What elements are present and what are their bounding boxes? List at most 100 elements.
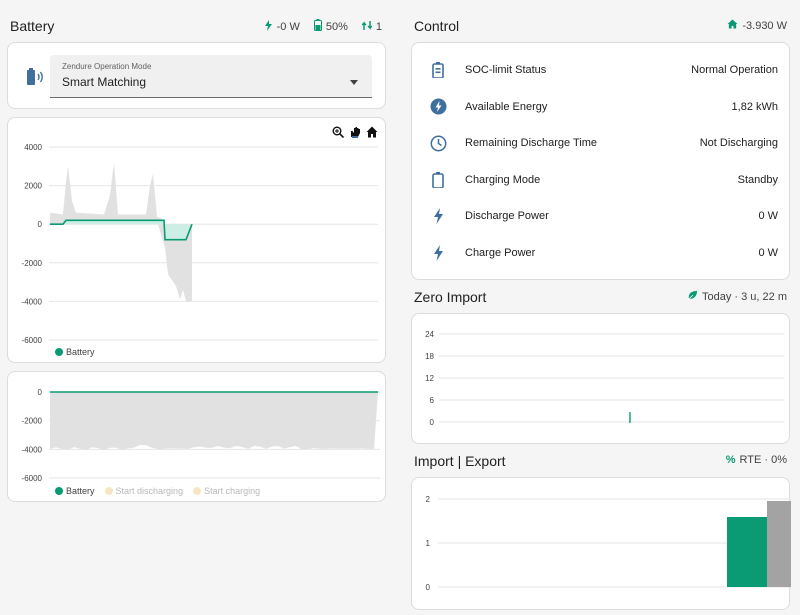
battery-charging-icon xyxy=(25,67,45,92)
import-export-title: Import | Export xyxy=(414,453,506,469)
chevron-down-icon xyxy=(350,72,358,90)
y-tick-label: 2 xyxy=(426,495,431,504)
flash-icon xyxy=(264,19,273,34)
y-tick-label: -2000 xyxy=(22,259,43,268)
control-row-soc-limit-status[interactable]: SOC-limit Status Normal Operation xyxy=(412,52,789,88)
battery-power-chart: 4000 2000 0 -2000 -4000 -6000 xyxy=(22,143,378,345)
battery-icon xyxy=(429,61,447,79)
flash-icon xyxy=(429,207,447,225)
zero-import-value: Today · 3 u, 22 m xyxy=(702,291,787,303)
legend-label: Start charging xyxy=(204,486,261,496)
control-row-charging-mode[interactable]: Charging Mode Standby xyxy=(412,162,789,198)
chart-toolbar xyxy=(332,125,378,143)
battery-history-range xyxy=(50,392,378,451)
control-card: SOC-limit Status Normal Operation Availabl… xyxy=(411,42,790,280)
legend-dot xyxy=(193,487,202,495)
legend-label: Battery xyxy=(66,486,95,496)
y-tick-label: 4000 xyxy=(24,143,42,152)
battery-history-range xyxy=(50,162,192,302)
export-bar xyxy=(767,501,791,587)
y-tick-label: 18 xyxy=(425,352,434,361)
import-export-chart: 2 1 0 xyxy=(426,495,791,592)
control-title: Control xyxy=(414,18,460,34)
legend-label: Start discharging xyxy=(115,486,184,496)
rte-value: RTE · 0% xyxy=(739,454,787,466)
battery-soc-value: 50% xyxy=(325,20,348,33)
operation-mode-label: Zendure Operation Mode xyxy=(62,62,152,71)
transfer-icon xyxy=(361,20,373,34)
legend-item-battery[interactable]: Battery xyxy=(55,486,95,496)
legend-dot xyxy=(104,487,113,495)
battery-outline-icon xyxy=(429,171,447,189)
pan-icon[interactable] xyxy=(349,125,361,143)
y-tick-label: 0 xyxy=(38,388,43,397)
y-tick-label: 0 xyxy=(430,418,435,427)
zero-import-chart: 24 18 12 6 0 xyxy=(425,330,784,427)
chart2-legend: Battery Start discharging Start charging xyxy=(55,486,260,496)
legend-item-start-charging[interactable]: Start charging xyxy=(193,486,260,496)
control-row-value: 1,82 kWh xyxy=(731,100,778,113)
control-row-value: Not Discharging xyxy=(699,137,778,149)
control-row-available-energy[interactable]: Available Energy 1,82 kWh xyxy=(412,89,789,125)
battery-power-value: -0 W xyxy=(276,20,300,33)
zoom-icon[interactable] xyxy=(332,125,345,143)
operation-mode-card: Zendure Operation Mode Smart Matching xyxy=(7,42,386,109)
import-export-header: % RTE · 0% xyxy=(726,454,787,466)
leaf-icon xyxy=(687,290,698,304)
control-row-label: SOC-limit Status xyxy=(465,64,547,76)
control-row-charge-power[interactable]: Charge Power 0 W xyxy=(412,235,789,271)
chart1-legend: Battery xyxy=(55,347,95,357)
home-icon xyxy=(727,19,738,32)
y-tick-label: -6000 xyxy=(22,474,43,483)
control-row-value: Standby xyxy=(737,173,778,186)
control-row-label: Charging Mode xyxy=(465,173,541,186)
battery-level-icon xyxy=(313,19,322,34)
battery-count-value: 1 xyxy=(375,20,382,33)
control-row-value: Normal Operation xyxy=(691,64,778,76)
operation-mode-select[interactable]: Zendure Operation Mode Smart Matching xyxy=(50,55,372,98)
y-tick-label: 12 xyxy=(425,374,434,383)
zero-import-header: Today · 3 u, 22 m xyxy=(687,290,787,304)
control-row-label: Remaining Discharge Time xyxy=(465,137,598,149)
zero-import-chart-card: 24 18 12 6 0 xyxy=(411,313,790,444)
legend-label: Battery xyxy=(66,347,95,357)
control-row-value: 0 W xyxy=(758,210,778,222)
y-tick-label: -4000 xyxy=(22,297,43,306)
battery-series-line xyxy=(50,219,193,241)
y-tick-label: -2000 xyxy=(22,417,43,426)
y-tick-label: 24 xyxy=(425,330,434,339)
battery-power-chart-card: 4000 2000 0 -2000 -4000 -6000 Battery xyxy=(7,117,386,363)
import-bar xyxy=(727,517,767,587)
y-tick-label: -4000 xyxy=(22,445,43,454)
control-row-value: 0 W xyxy=(758,246,778,259)
legend-dot xyxy=(55,487,63,495)
battery-history-chart: 0 -2000 -4000 -6000 xyxy=(22,388,380,483)
y-tick-label: 1 xyxy=(426,539,431,548)
zero-import-title: Zero Import xyxy=(414,289,487,305)
control-row-discharge-power[interactable]: Discharge Power 0 W xyxy=(412,198,789,234)
control-header-stat: -3.930 W xyxy=(727,19,787,32)
home-icon[interactable] xyxy=(366,125,378,143)
control-row-remaining-discharge-time[interactable]: Remaining Discharge Time Not Discharging xyxy=(412,125,789,161)
percent-icon: % xyxy=(725,454,736,466)
battery-history-chart-card: 0 -2000 -4000 -6000 Battery Start dischargi… xyxy=(7,371,386,502)
clock-icon xyxy=(429,134,447,152)
y-tick-label: 0 xyxy=(38,220,43,229)
y-tick-label: 6 xyxy=(430,396,435,405)
battery-series-area xyxy=(50,220,192,240)
zero-import-bar xyxy=(629,412,631,423)
y-tick-label: 2000 xyxy=(24,182,42,191)
legend-item-start-discharging[interactable]: Start discharging xyxy=(104,486,184,496)
flash-icon xyxy=(429,244,447,262)
import-export-chart-card: 2 1 0 xyxy=(411,477,791,610)
control-row-label: Charge Power xyxy=(465,246,536,259)
battery-header-stats: -0 W 50% 1 xyxy=(264,19,382,34)
battery-title: Battery xyxy=(10,18,55,34)
operation-mode-value: Smart Matching xyxy=(62,75,147,89)
y-tick-label: 0 xyxy=(426,583,431,592)
flash-circle-icon xyxy=(429,98,447,116)
grid-power-value: -3.930 W xyxy=(742,19,787,32)
y-tick-label: -6000 xyxy=(22,336,43,345)
legend-item-battery[interactable]: Battery xyxy=(55,347,95,357)
control-row-label: Available Energy xyxy=(465,100,548,113)
